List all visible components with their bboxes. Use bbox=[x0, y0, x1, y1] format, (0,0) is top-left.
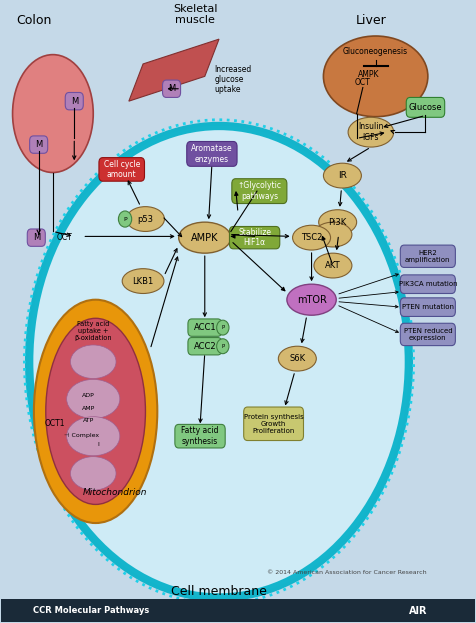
Text: TSC2: TSC2 bbox=[301, 233, 322, 242]
FancyBboxPatch shape bbox=[244, 407, 304, 440]
Text: P: P bbox=[123, 217, 127, 222]
Ellipse shape bbox=[67, 379, 120, 419]
Text: Increased
glucose
uptake: Increased glucose uptake bbox=[214, 65, 251, 94]
Text: I: I bbox=[97, 442, 99, 447]
Text: M: M bbox=[35, 140, 42, 149]
FancyBboxPatch shape bbox=[65, 92, 83, 110]
Text: ACC1: ACC1 bbox=[193, 323, 216, 332]
Ellipse shape bbox=[287, 284, 336, 315]
Ellipse shape bbox=[319, 210, 357, 234]
Ellipse shape bbox=[348, 117, 394, 147]
Text: OCT: OCT bbox=[57, 233, 73, 242]
Ellipse shape bbox=[122, 269, 164, 293]
Text: AIR: AIR bbox=[409, 606, 427, 616]
Text: Cell cycle
amount: Cell cycle amount bbox=[104, 159, 140, 179]
Text: ATP: ATP bbox=[83, 418, 94, 423]
Text: Colon: Colon bbox=[16, 14, 51, 27]
Text: P: P bbox=[221, 325, 225, 330]
Ellipse shape bbox=[314, 253, 352, 278]
FancyBboxPatch shape bbox=[400, 245, 456, 267]
Ellipse shape bbox=[29, 126, 409, 597]
FancyBboxPatch shape bbox=[406, 97, 445, 117]
Text: Skeletal
muscle: Skeletal muscle bbox=[173, 4, 218, 25]
Text: HER2
amplification: HER2 amplification bbox=[405, 250, 451, 263]
Ellipse shape bbox=[293, 226, 330, 250]
Text: Aromatase
enzymes: Aromatase enzymes bbox=[191, 144, 233, 164]
Ellipse shape bbox=[70, 345, 116, 379]
Text: © 2014 American Association for Cancer Research: © 2014 American Association for Cancer R… bbox=[268, 570, 427, 575]
FancyBboxPatch shape bbox=[188, 319, 222, 336]
Text: OCT1: OCT1 bbox=[45, 419, 66, 428]
FancyBboxPatch shape bbox=[232, 179, 287, 204]
Ellipse shape bbox=[217, 320, 229, 335]
FancyBboxPatch shape bbox=[99, 158, 145, 181]
Text: Protein synthesis
Growth
Proliferation: Protein synthesis Growth Proliferation bbox=[244, 414, 304, 434]
FancyBboxPatch shape bbox=[30, 136, 48, 153]
Ellipse shape bbox=[67, 417, 120, 456]
Text: Fatty acid
uptake +
β-oxidation: Fatty acid uptake + β-oxidation bbox=[74, 321, 112, 341]
Text: PTEN reduced
expression: PTEN reduced expression bbox=[404, 328, 452, 341]
Polygon shape bbox=[129, 39, 219, 101]
Text: CCR Molecular Pathways: CCR Molecular Pathways bbox=[33, 606, 149, 615]
Text: M: M bbox=[70, 97, 78, 106]
Ellipse shape bbox=[217, 339, 229, 354]
Text: AMPK: AMPK bbox=[358, 70, 379, 79]
Text: M: M bbox=[33, 233, 40, 242]
FancyBboxPatch shape bbox=[188, 338, 222, 355]
Text: AMP: AMP bbox=[82, 406, 95, 411]
Ellipse shape bbox=[12, 55, 93, 173]
Text: Cell membrane: Cell membrane bbox=[171, 585, 267, 598]
FancyBboxPatch shape bbox=[400, 323, 456, 346]
Text: mTOR: mTOR bbox=[297, 295, 327, 305]
FancyBboxPatch shape bbox=[400, 275, 456, 293]
Text: ADP: ADP bbox=[82, 393, 95, 398]
Text: OCT: OCT bbox=[355, 78, 371, 87]
Ellipse shape bbox=[70, 457, 116, 490]
Text: Pi3K: Pi3K bbox=[328, 217, 347, 227]
Text: PTEN mutation: PTEN mutation bbox=[402, 304, 454, 310]
FancyBboxPatch shape bbox=[400, 298, 456, 316]
Ellipse shape bbox=[34, 300, 157, 523]
Ellipse shape bbox=[323, 36, 428, 117]
FancyBboxPatch shape bbox=[187, 141, 237, 166]
Text: p53: p53 bbox=[138, 214, 153, 224]
Ellipse shape bbox=[314, 222, 352, 247]
Text: AMPK: AMPK bbox=[191, 232, 218, 242]
Ellipse shape bbox=[278, 346, 317, 371]
Ellipse shape bbox=[323, 163, 361, 188]
Text: AKT: AKT bbox=[325, 261, 341, 270]
Text: M: M bbox=[168, 84, 175, 93]
Ellipse shape bbox=[119, 211, 132, 227]
Text: IR: IR bbox=[338, 171, 347, 180]
Text: LKB1: LKB1 bbox=[132, 277, 154, 285]
Text: S6K: S6K bbox=[289, 354, 306, 363]
FancyBboxPatch shape bbox=[229, 227, 280, 249]
Text: Stabilize
HIF1α: Stabilize HIF1α bbox=[238, 228, 271, 247]
Text: ACC2: ACC2 bbox=[193, 342, 216, 351]
Text: Mitochondrion: Mitochondrion bbox=[82, 488, 147, 497]
FancyBboxPatch shape bbox=[27, 229, 45, 246]
FancyBboxPatch shape bbox=[175, 424, 225, 448]
Text: ⊣ Complex: ⊣ Complex bbox=[64, 432, 99, 437]
Text: P: P bbox=[221, 344, 225, 349]
FancyBboxPatch shape bbox=[0, 599, 476, 622]
Text: ↑Glycolytic
pathways: ↑Glycolytic pathways bbox=[238, 181, 281, 201]
Ellipse shape bbox=[46, 318, 146, 505]
FancyBboxPatch shape bbox=[162, 80, 180, 97]
Text: Gluconeogenesis: Gluconeogenesis bbox=[343, 47, 408, 56]
Text: Insulin
IGFs: Insulin IGFs bbox=[358, 123, 384, 142]
Text: Liver: Liver bbox=[356, 14, 386, 27]
Text: Glucose: Glucose bbox=[409, 103, 442, 112]
Text: PIK3CA mutation: PIK3CA mutation bbox=[398, 281, 457, 287]
Ellipse shape bbox=[178, 222, 231, 253]
Text: Fatty acid
synthesis: Fatty acid synthesis bbox=[181, 427, 219, 446]
Ellipse shape bbox=[127, 207, 164, 232]
